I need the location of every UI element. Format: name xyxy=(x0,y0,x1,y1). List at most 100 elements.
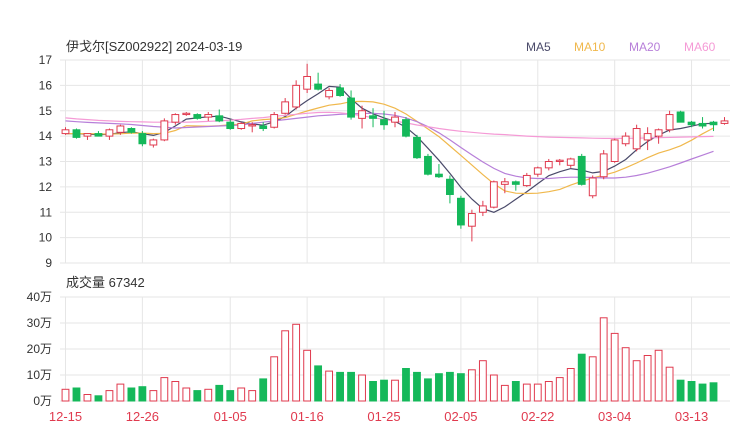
x-tick-label: 01-16 xyxy=(291,409,324,424)
candlestick-layer xyxy=(61,63,729,242)
candlestick xyxy=(555,158,564,166)
volume-bar xyxy=(643,355,652,402)
volume-bar xyxy=(665,366,674,402)
volume-bar xyxy=(94,395,103,402)
candlestick xyxy=(358,105,366,129)
candlestick xyxy=(226,119,235,130)
candle-body xyxy=(259,125,268,130)
candle-body xyxy=(698,122,707,127)
candlestick xyxy=(413,134,421,159)
volume-bar xyxy=(687,381,696,402)
price-tick-label: 17 xyxy=(39,53,53,67)
candlestick xyxy=(83,133,92,140)
candle-body xyxy=(676,111,685,123)
volume-bar xyxy=(248,390,257,402)
volume-bar xyxy=(160,377,169,402)
candlestick xyxy=(424,153,432,176)
candle-body xyxy=(402,119,410,137)
volume-bar xyxy=(193,390,202,402)
candle-body xyxy=(226,121,235,130)
candle-body xyxy=(182,112,191,116)
candle-body xyxy=(665,114,674,131)
candle-body xyxy=(94,133,103,137)
candle-body xyxy=(654,129,663,137)
candle-body xyxy=(336,87,344,97)
candle-body xyxy=(61,129,70,135)
x-tick-label: 03-13 xyxy=(675,409,708,424)
volume-bar xyxy=(303,349,312,402)
volume-bar xyxy=(435,373,443,402)
candlestick xyxy=(544,158,553,171)
volume-bar xyxy=(391,379,399,402)
candlestick xyxy=(588,175,597,199)
legend-ma5: MA5 xyxy=(526,40,551,54)
price-tick-label: 11 xyxy=(40,205,53,219)
volume-bar xyxy=(72,387,81,402)
volume-bar xyxy=(588,356,597,402)
volume-bar xyxy=(467,369,476,402)
candlestick xyxy=(435,164,443,178)
volume-bar xyxy=(413,371,421,402)
candlestick xyxy=(709,120,718,132)
candlestick xyxy=(336,84,344,97)
volume-bar xyxy=(215,384,224,402)
ma-line-ma20 xyxy=(65,112,714,180)
volume-bar xyxy=(105,390,114,402)
candlestick xyxy=(314,72,323,91)
candle-body xyxy=(237,122,246,130)
volume-bar xyxy=(149,390,158,402)
volume-header: 成交量 67342 xyxy=(66,275,145,290)
volume-tick-label: 20万 xyxy=(27,342,52,356)
x-tick-label: 03-04 xyxy=(598,409,631,424)
volume-bar xyxy=(709,382,718,402)
candlestick xyxy=(215,109,224,123)
candle-body xyxy=(215,115,224,122)
candlestick xyxy=(665,110,674,133)
candlestick xyxy=(303,63,312,93)
candle-body xyxy=(489,181,498,208)
candle-body xyxy=(555,159,564,162)
candle-body xyxy=(424,155,432,175)
candlestick xyxy=(533,166,542,177)
volume-bar xyxy=(511,381,520,402)
candle-body xyxy=(632,128,641,150)
volume-bar xyxy=(577,353,586,402)
text-layer: 伊戈尔[SZ002922] 2024-03-19 成交量 67342 MA5 M… xyxy=(27,39,716,424)
candle-body xyxy=(435,173,443,178)
candle-body xyxy=(478,205,487,213)
candle-body xyxy=(621,135,630,145)
candlestick xyxy=(456,195,465,229)
volume-bar xyxy=(555,377,564,402)
candlestick xyxy=(281,98,290,115)
candle-body xyxy=(522,174,531,187)
price-tick-label: 10 xyxy=(39,231,53,245)
price-tick-label: 13 xyxy=(39,155,53,169)
volume-bar xyxy=(533,383,542,402)
candle-body xyxy=(643,133,652,141)
price-tick-label: 15 xyxy=(39,104,53,118)
candle-body xyxy=(160,120,169,141)
candle-body xyxy=(500,181,509,185)
candlestick xyxy=(478,200,487,217)
volume-bar xyxy=(270,356,279,402)
candlestick xyxy=(402,117,410,138)
price-tick-label: 12 xyxy=(39,180,53,194)
candle-body xyxy=(281,101,290,114)
candlestick xyxy=(720,117,729,125)
candlestick xyxy=(621,132,630,147)
candle-body xyxy=(369,115,377,119)
legend-ma10: MA10 xyxy=(574,40,606,54)
candle-body xyxy=(248,124,257,127)
candle-body xyxy=(138,133,147,145)
x-tick-label: 12-26 xyxy=(126,409,159,424)
candlestick xyxy=(94,131,103,137)
volume-bar xyxy=(204,388,213,402)
candlestick xyxy=(577,153,586,186)
volume-bar xyxy=(632,360,641,402)
volume-bar xyxy=(116,383,125,402)
volume-bar xyxy=(522,383,531,402)
volume-bar xyxy=(237,387,246,402)
candle-body xyxy=(83,133,92,137)
candlestick xyxy=(632,124,641,152)
